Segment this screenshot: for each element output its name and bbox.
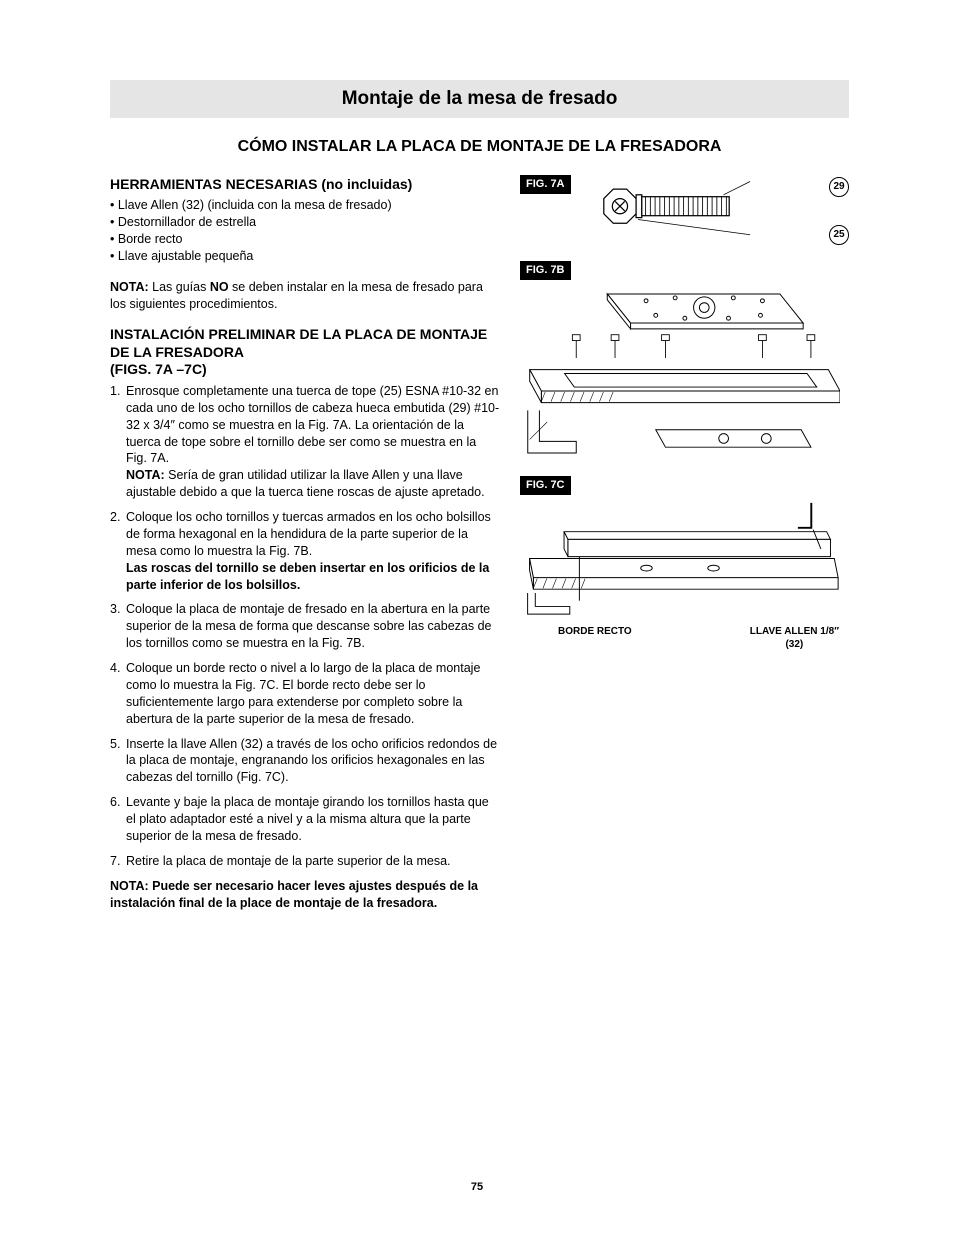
list-item: Destornillador de estrella xyxy=(110,214,500,231)
install-heading: INSTALACIÓN PRELIMINAR DE LA PLACA DE MO… xyxy=(110,326,500,379)
nota-guides: NOTA: Las guías NO se deben instalar en … xyxy=(110,279,500,313)
install-steps: Enrosque completamente una tuerca de top… xyxy=(110,383,500,870)
list-item: Llave ajustable pequeña xyxy=(110,248,500,265)
step-text: Coloque los ocho tornillos y tuercas arm… xyxy=(126,510,491,558)
list-item: Llave Allen (32) (incluida con la mesa d… xyxy=(110,197,500,214)
step-3: Coloque la placa de montaje de fresado e… xyxy=(110,601,500,652)
section-subtitle: CÓMO INSTALAR LA PLACA DE MONTAJE DE LA … xyxy=(110,136,849,158)
step-2: Coloque los ocho tornillos y tuercas arm… xyxy=(110,509,500,593)
section-title-bar: Montaje de la mesa de fresado xyxy=(110,80,849,118)
nota-bold: NO xyxy=(210,280,229,294)
fig-7a-drawing xyxy=(581,175,825,250)
nota-label: NOTA: xyxy=(110,280,149,294)
section-title: Montaje de la mesa de fresado xyxy=(342,88,618,109)
step-5: Inserte la llave Allen (32) a través de … xyxy=(110,736,500,787)
fig-7c-right-l2: (32) xyxy=(785,639,803,650)
step-1-nota-label: NOTA: xyxy=(126,468,165,482)
content-columns: HERRAMIENTAS NECESARIAS (no incluidas) L… xyxy=(110,175,849,911)
fig-7c-right-l1: LLAVE ALLEN 1/8″ xyxy=(750,626,839,637)
step-1-nota-text: Sería de gran utilidad utilizar la llave… xyxy=(126,468,485,499)
step-2-bold: Las roscas del tornillo se deben inserta… xyxy=(126,561,489,592)
list-item: Borde recto xyxy=(110,231,500,248)
left-column: HERRAMIENTAS NECESARIAS (no incluidas) L… xyxy=(110,175,500,911)
fig-7b-label: FIG. 7B xyxy=(520,261,571,280)
tools-heading: HERRAMIENTAS NECESARIAS (no incluidas) xyxy=(110,175,500,194)
tools-list: Llave Allen (32) (incluida con la mesa d… xyxy=(110,197,500,265)
fig-7c: FIG. 7C xyxy=(520,475,849,651)
callout-25: 25 xyxy=(829,225,849,245)
final-nota: NOTA: Puede ser necesario hacer leves aj… xyxy=(110,878,500,912)
fig-7c-label: FIG. 7C xyxy=(520,476,571,495)
step-7: Retire la placa de montaje de la parte s… xyxy=(110,853,500,870)
step-4: Coloque un borde recto o nivel a lo larg… xyxy=(110,660,500,728)
step-1-nota: NOTA: Sería de gran utilidad utilizar la… xyxy=(126,468,485,499)
fig-7a-callouts: 29 25 xyxy=(829,177,849,245)
install-heading-l1: INSTALACIÓN PRELIMINAR DE LA PLACA DE MO… xyxy=(110,326,487,360)
fig-7c-left-label: BORDE RECTO xyxy=(558,625,632,652)
fig-7a: FIG. 7A xyxy=(520,175,849,250)
nota-mid: Las guías xyxy=(149,280,210,294)
fig-7c-right-label: LLAVE ALLEN 1/8″ (32) xyxy=(750,625,839,652)
fig-7b-drawing xyxy=(520,286,849,466)
install-heading-l2: (FIGS. 7A –7C) xyxy=(110,361,207,377)
fig-7a-label: FIG. 7A xyxy=(520,175,571,194)
fig-7c-drawing xyxy=(520,501,849,621)
step-text: Enrosque completamente una tuerca de top… xyxy=(126,384,499,466)
fig-7c-labels: BORDE RECTO LLAVE ALLEN 1/8″ (32) xyxy=(520,625,849,652)
step-1: Enrosque completamente una tuerca de top… xyxy=(110,383,500,501)
callout-29: 29 xyxy=(829,177,849,197)
step-6: Levante y baje la placa de montaje giran… xyxy=(110,794,500,845)
page-number: 75 xyxy=(0,1180,954,1195)
right-column: FIG. 7A xyxy=(520,175,849,911)
fig-7b: FIG. 7B xyxy=(520,260,849,465)
